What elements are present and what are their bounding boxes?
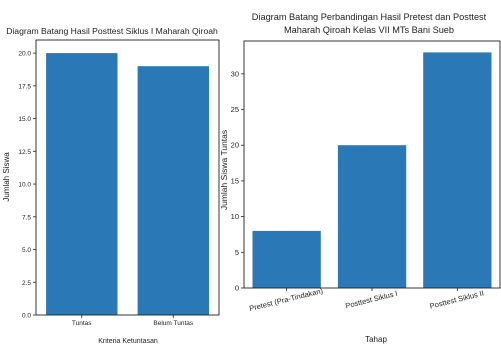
chart-title: Diagram Batang Hasil Posttest Siklus I M…: [6, 26, 218, 36]
bar-0: [46, 53, 118, 315]
x-axis-label: Tahap: [365, 335, 387, 344]
plot-frame: [35, 39, 220, 316]
y-tick-label: 15.0: [18, 116, 31, 123]
bars: [252, 52, 492, 289]
x-tick-label: Posttest Siklus II: [429, 289, 485, 311]
chart-title-line-1: Diagram Batang Perbandingan Hasil Pretes…: [252, 12, 487, 22]
x-axis-label: Kriteria Ketuntasan: [98, 338, 158, 345]
x-tick-label: Belum Tuntas: [153, 320, 193, 327]
x-tick-label: Posttest Siklus I: [344, 289, 398, 311]
y-tick-label: 2.5: [22, 280, 31, 287]
y-tick-label: 12.5: [18, 149, 31, 156]
y-tick-label: 25: [231, 105, 239, 114]
y-tick-label: 20.0: [18, 51, 31, 58]
y-tick-label: 15: [231, 176, 239, 185]
chart-pretest-posttest-comparison: Diagram Batang Perbandingan Hasil Pretes…: [219, 12, 501, 344]
bar-2: [423, 52, 492, 289]
y-tick-label: 10: [231, 212, 239, 221]
x-tick-label: Tuntas: [72, 320, 92, 327]
y-axis-label: Jumlah Siswa: [2, 152, 11, 202]
y-ticks: 0.0 2.5 5.0 7.5 10.0 12.5 15.0 17.5 20.0: [18, 51, 36, 320]
y-tick-label: 5: [235, 248, 239, 257]
y-tick-label: 7.5: [22, 214, 31, 221]
chart-title-line-2: Maharah Qiroah Kelas VII MTs Bani Sueb: [284, 25, 454, 35]
y-tick-label: 17.5: [18, 83, 31, 90]
y-ticks: 0 5 10 15 20 25 30: [231, 69, 244, 293]
y-tick-label: 20: [231, 141, 239, 150]
plot-frame: [243, 40, 501, 289]
bar-0: [252, 230, 321, 288]
bar-1: [337, 145, 407, 288]
bars: [46, 53, 209, 315]
y-tick-label: 5.0: [22, 247, 31, 254]
y-tick-label: 0.0: [22, 313, 31, 320]
x-ticks: Tuntas Belum Tuntas: [72, 315, 194, 327]
chart-posttest-siklus-1: Diagram Batang Hasil Posttest Siklus I M…: [2, 26, 220, 345]
y-axis-label: Jumlah Siswa Tuntas: [219, 130, 229, 210]
y-tick-label: 10.0: [18, 182, 31, 189]
y-tick-label: 0: [235, 284, 239, 293]
bar-1: [137, 66, 209, 315]
y-tick-label: 30: [231, 69, 239, 78]
